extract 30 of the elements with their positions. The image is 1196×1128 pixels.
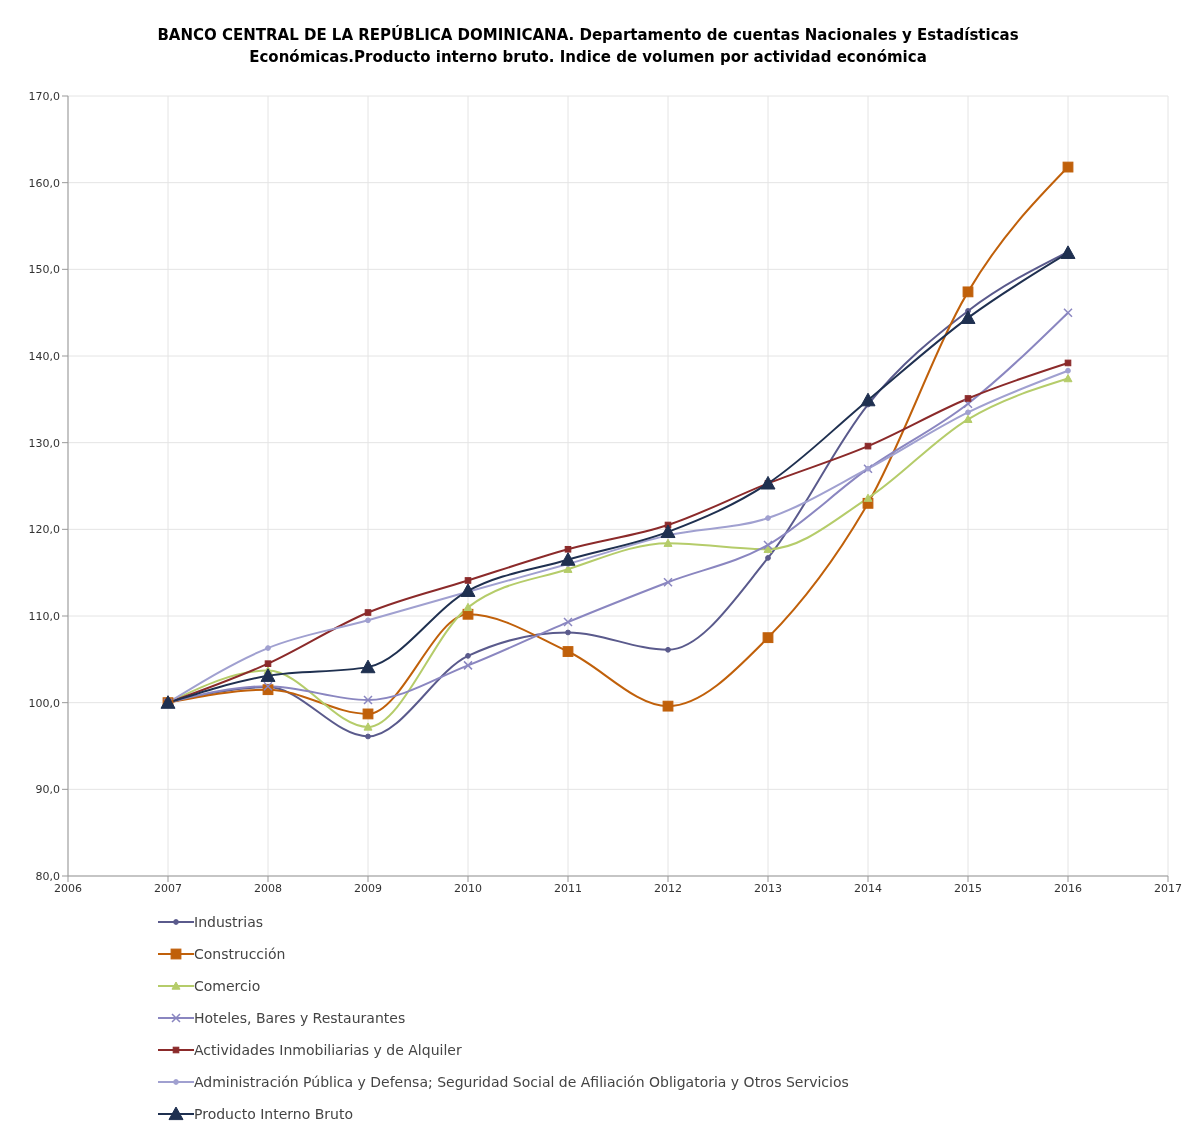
y-tick-label: 130,0 [28, 436, 60, 450]
chart-title: BANCO CENTRAL DE LA REPÚBLICA DOMINICANA. Departamento de cuentas Nacionales y Estadísticas Económicas.Producto interno bruto. Indice de volumen por actividad económica [156, 24, 1020, 68]
x-tick-label: 2007 [154, 881, 182, 895]
legend-label: Industrias [194, 914, 264, 930]
legend-label: Comercio [194, 978, 261, 994]
x-tick-label: 2008 [254, 881, 282, 895]
legend-label: Producto Interno Bruto [194, 1106, 353, 1122]
legend-label: Actividades Inmobiliarias y de Alquiler [194, 1042, 462, 1058]
x-tick-label: 2014 [854, 881, 882, 895]
x-tick-label: 2012 [654, 881, 682, 895]
y-tick-label: 120,0 [28, 523, 60, 537]
x-tick-label: 2009 [354, 881, 382, 895]
x-tick-label: 2016 [1054, 881, 1082, 895]
legend-label: Hoteles, Bares y Restaurantes [194, 1010, 406, 1026]
y-tick-label: 80,0 [35, 869, 60, 883]
x-tick-label: 2010 [454, 881, 482, 895]
x-tick-label: 2015 [954, 881, 982, 895]
legend-label: Construcción [194, 946, 286, 962]
y-tick-label: 170,0 [28, 89, 60, 103]
y-tick-label: 110,0 [28, 609, 60, 623]
y-tick-label: 150,0 [28, 263, 60, 277]
y-tick-label: 140,0 [28, 349, 60, 363]
x-tick-label: 2006 [54, 881, 82, 895]
y-tick-label: 160,0 [28, 176, 60, 190]
x-tick-label: 2017 [1154, 881, 1182, 895]
x-tick-label: 2011 [554, 881, 582, 895]
x-tick-label: 2013 [754, 881, 782, 895]
y-tick-label: 90,0 [35, 783, 60, 797]
y-tick-label: 100,0 [28, 696, 60, 710]
legend-label: Administración Pública y Defensa; Seguridad Social de Afiliación Obligatoria y Otros Servicios [194, 1074, 849, 1090]
